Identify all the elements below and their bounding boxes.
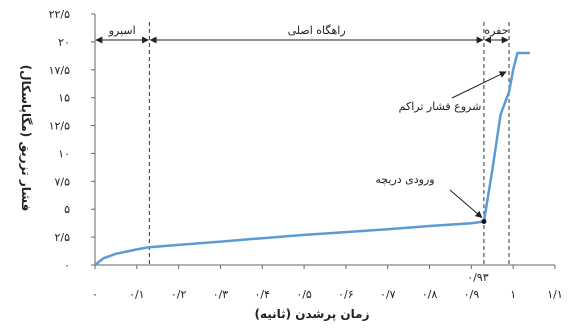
y-axis-title: فشار تزریق (مگاپاسکال) — [19, 65, 33, 212]
annotation-compression-start: شروع فشار تراکم — [399, 100, 482, 113]
y-tick-label: ۱۵ — [58, 92, 70, 105]
x-tick-label: ۱ — [510, 288, 516, 301]
region-label: حفره — [484, 24, 508, 37]
boundary-value-label: ۰/۹۳ — [467, 271, 489, 284]
x-tick-label: ۰/۵ — [296, 288, 312, 301]
annotation-arrow — [451, 71, 507, 99]
y-tick-label: ۱۷/۵ — [49, 64, 71, 77]
y-tick-label: ۲۲/۵ — [49, 8, 71, 21]
y-tick-label: ۵ — [64, 203, 70, 216]
x-tick-label: ۰/۴ — [255, 288, 271, 301]
x-tick-label: ۱/۱ — [547, 288, 563, 301]
gate-entry-point — [481, 218, 487, 224]
x-tick-label: ۰/۶ — [338, 288, 354, 301]
region-boundaries: ۰/۹۳ — [148, 22, 510, 284]
annotation-gate-entry: ورودی دریچه — [375, 173, 434, 186]
x-axis-ticks: ۰ ۰/۱ ۰/۲ ۰/۳ ۰/۴ ۰/۵ ۰/۶ ۰/۷ ۰/۸ ۰/۹ ۱ ۱/۱ — [92, 265, 563, 301]
y-tick-label: ۷/۵ — [54, 175, 70, 188]
x-tick-label: ۰/۸ — [422, 288, 438, 301]
annotations: شروع فشار تراکم ورودی دریچه — [375, 71, 507, 224]
region-labels: اسپرو راهگاه اصلی حفره — [95, 24, 509, 44]
x-tick-label: ۰/۱ — [129, 288, 145, 301]
y-tick-label: ۲/۵ — [54, 231, 70, 244]
x-tick-label: ۰ — [92, 288, 98, 301]
region-label: اسپرو — [108, 24, 136, 37]
region-label: راهگاه اصلی — [288, 24, 346, 37]
annotation-arrow — [449, 189, 483, 218]
x-axis-title: زمان پرشدن (ثانیه) — [254, 307, 369, 321]
y-axis-ticks: ۰ ۲/۵ ۵ ۷/۵ ۱۰ ۱۲/۵ ۱۵ ۱۷/۵ ۲۰ ۲۲/۵ — [49, 8, 95, 272]
x-tick-label: ۰/۲ — [171, 288, 187, 301]
y-tick-label: ۱۲/۵ — [49, 120, 71, 133]
y-tick-label: ۲۰ — [58, 36, 70, 49]
x-tick-label: ۰/۹ — [464, 288, 480, 301]
y-tick-label: ۱۰ — [58, 147, 70, 160]
x-tick-label: ۰/۳ — [213, 288, 229, 301]
series-layer — [94, 51, 530, 266]
pressure-line — [94, 51, 530, 266]
x-tick-label: ۰/۷ — [380, 288, 396, 301]
y-tick-label: ۰ — [64, 259, 70, 272]
